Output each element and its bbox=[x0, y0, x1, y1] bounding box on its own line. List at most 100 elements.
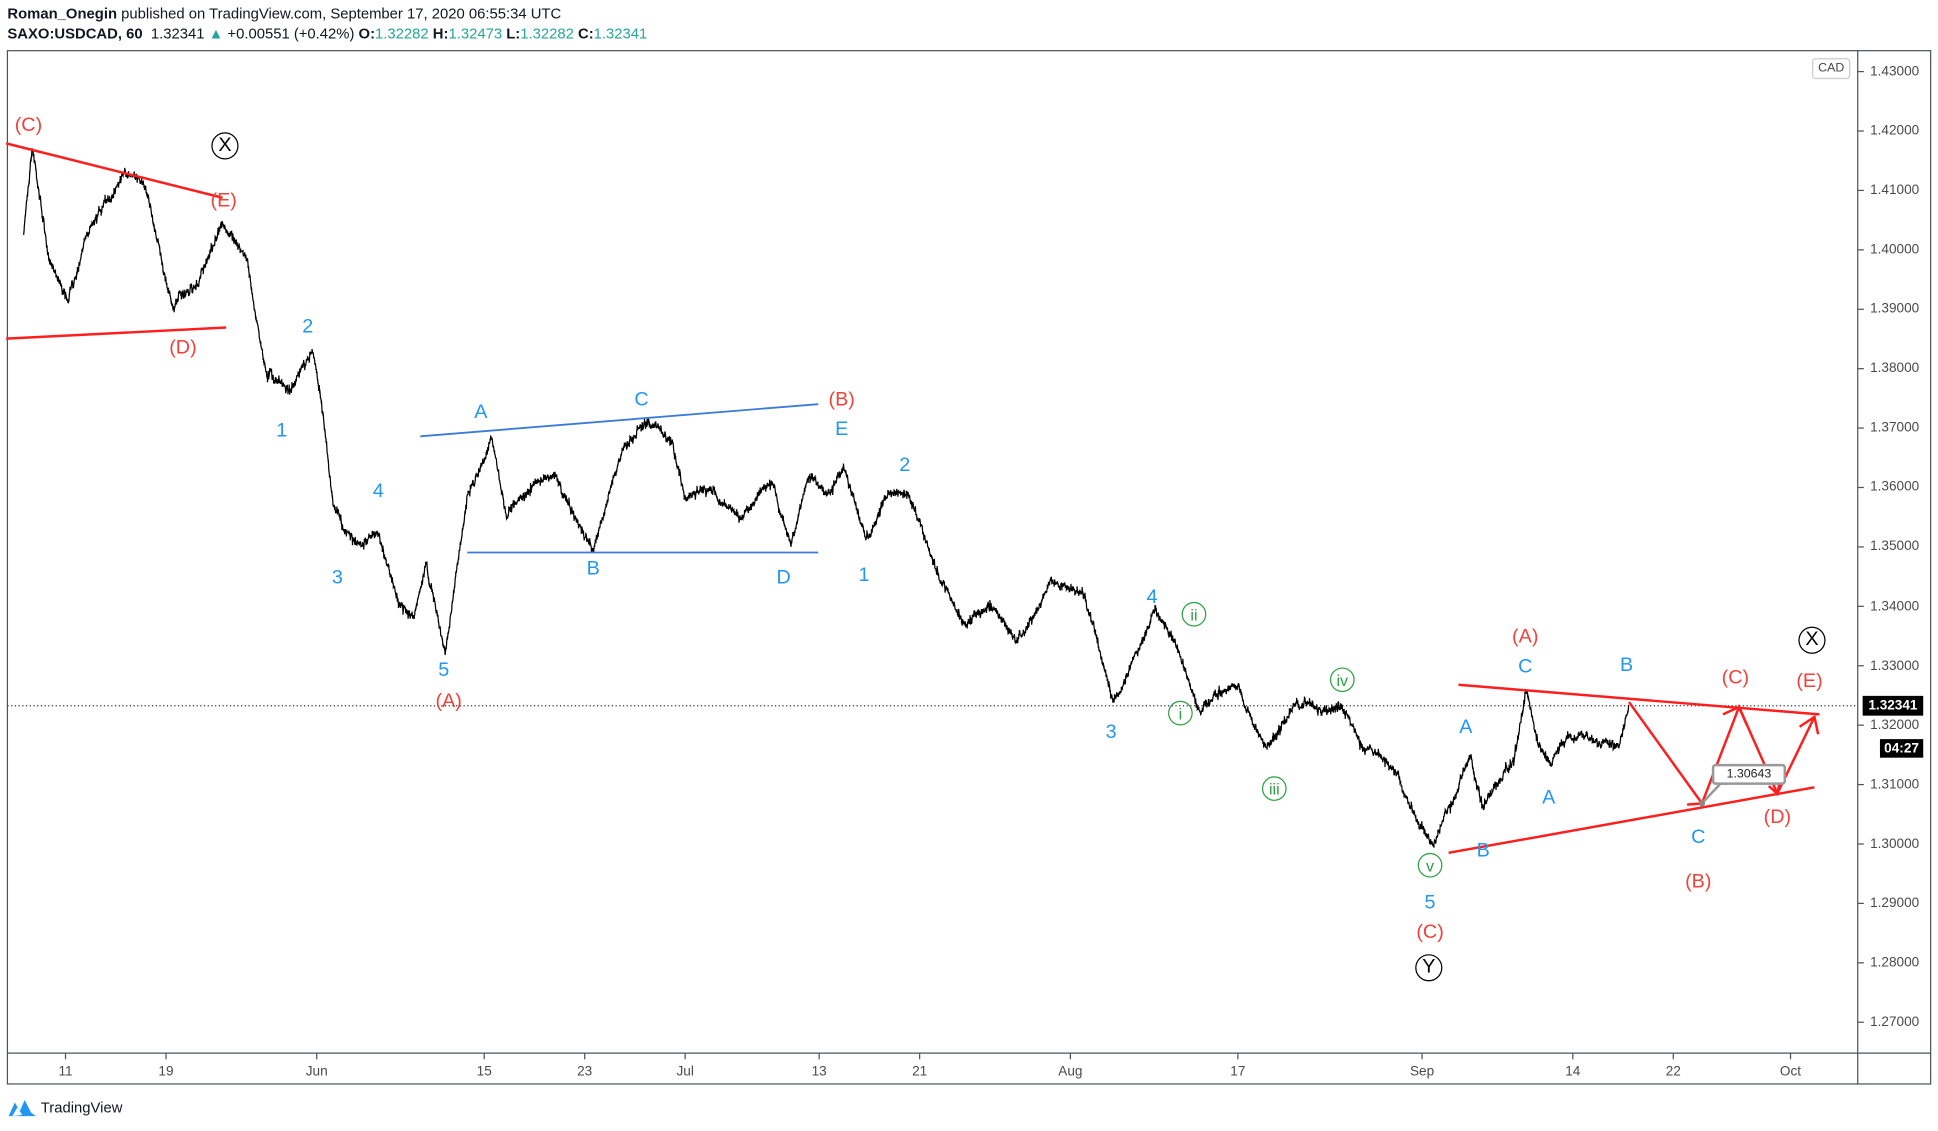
circled-wave-label[interactable]: X bbox=[211, 132, 239, 160]
wave-label[interactable]: 2 bbox=[899, 454, 911, 476]
x-tick-label: 21 bbox=[912, 1064, 928, 1080]
trendline-lower-right bbox=[1448, 786, 1815, 855]
x-tick-label: 23 bbox=[577, 1064, 593, 1080]
publish-info: Roman_Onegin published on TradingView.co… bbox=[7, 5, 561, 22]
price-callout[interactable]: 1.30643 bbox=[1711, 763, 1787, 785]
published-text: published on TradingView.com, September … bbox=[121, 4, 562, 23]
wave-label[interactable]: D bbox=[776, 567, 791, 589]
blue-trendlines bbox=[420, 403, 819, 554]
y-tick-label: 1.37000 bbox=[1870, 420, 1920, 436]
author[interactable]: Roman_Onegin bbox=[7, 4, 118, 23]
y-tick-label: 1.35000 bbox=[1870, 539, 1920, 555]
last-price: 1.32341 bbox=[150, 24, 205, 43]
circled-wave-label[interactable]: iii bbox=[1261, 776, 1287, 801]
price-series-line bbox=[23, 148, 1630, 849]
x-tick-label: 14 bbox=[1565, 1064, 1581, 1080]
circled-wave-label[interactable]: ii bbox=[1181, 601, 1207, 627]
wave-label[interactable]: 1 bbox=[858, 564, 870, 586]
trendline-upper-right bbox=[1458, 683, 1820, 716]
y-tick-label: 1.42000 bbox=[1870, 123, 1920, 139]
symbol-info: SAXO:USDCAD, 60 1.32341 ▲ +0.00551 (+0.4… bbox=[7, 25, 647, 42]
close-value: 1.32341 bbox=[593, 24, 648, 43]
wave-label[interactable]: A bbox=[474, 401, 488, 423]
wave-label[interactable]: A bbox=[1459, 716, 1473, 738]
red-trendlines bbox=[5, 142, 1820, 855]
high-value: 1.32473 bbox=[448, 24, 503, 43]
wave-label[interactable]: (D) bbox=[1763, 807, 1792, 829]
x-tick-label: 22 bbox=[1665, 1064, 1681, 1080]
x-tick-label: Jun bbox=[305, 1064, 328, 1080]
wave-label[interactable]: E bbox=[835, 419, 849, 441]
wave-label[interactable]: 3 bbox=[331, 567, 343, 589]
wave-label[interactable]: (E) bbox=[210, 190, 237, 212]
wave-label[interactable]: 5 bbox=[438, 660, 450, 682]
y-axis-ticks bbox=[1857, 70, 1864, 1023]
x-tick-label: Aug bbox=[1058, 1064, 1083, 1080]
wave-label[interactable]: C bbox=[1518, 656, 1533, 678]
wave-label[interactable]: B bbox=[1619, 655, 1634, 677]
wave-label[interactable]: 1 bbox=[276, 420, 288, 442]
x-tick-label: 19 bbox=[158, 1064, 174, 1080]
wave-label[interactable]: A bbox=[1542, 787, 1556, 809]
price-change: +0.00551 (+0.42%) bbox=[227, 24, 355, 43]
wave-label[interactable]: (C) bbox=[14, 114, 43, 136]
wave-label[interactable]: 3 bbox=[1105, 721, 1117, 743]
y-tick-label: 1.31000 bbox=[1870, 777, 1920, 792]
x-tick-label: Jul bbox=[676, 1064, 694, 1080]
wave-label[interactable]: (B) bbox=[1685, 871, 1712, 893]
wave-label[interactable]: (E) bbox=[1796, 671, 1823, 693]
wave-label[interactable]: C bbox=[634, 389, 649, 411]
wave-label[interactable]: (A) bbox=[435, 690, 462, 712]
trendline-blue-upper bbox=[420, 403, 819, 438]
high-label: H: bbox=[432, 24, 449, 43]
circled-wave-label[interactable]: X bbox=[1798, 626, 1826, 654]
wave-label[interactable]: 4 bbox=[1146, 587, 1158, 609]
up-arrow-icon: ▲ bbox=[208, 24, 224, 43]
wave-label[interactable]: (D) bbox=[169, 337, 197, 359]
wave-label[interactable]: (C) bbox=[1721, 667, 1750, 689]
trendline-lower-left bbox=[6, 326, 227, 340]
wave-label[interactable]: (C) bbox=[1416, 922, 1444, 944]
circled-wave-label[interactable]: v bbox=[1417, 852, 1443, 878]
open-label: O: bbox=[358, 24, 376, 43]
close-label: C: bbox=[578, 24, 594, 43]
y-tick-label: 1.30000 bbox=[1870, 836, 1920, 852]
low-label: L: bbox=[506, 24, 521, 43]
trendline-upper-left bbox=[5, 142, 223, 199]
y-tick-label: 1.43000 bbox=[1870, 64, 1920, 80]
y-tick-label: 1.29000 bbox=[1870, 895, 1920, 911]
wave-label[interactable]: 2 bbox=[302, 316, 314, 338]
wave-label[interactable]: (A) bbox=[1512, 626, 1539, 648]
wave-label[interactable]: B bbox=[1476, 840, 1490, 862]
wave-label[interactable]: (B) bbox=[828, 389, 855, 411]
chart-frame bbox=[6, 50, 1932, 1085]
circled-wave-label[interactable]: iv bbox=[1329, 667, 1355, 693]
callout-anchor bbox=[1698, 800, 1706, 807]
symbol[interactable]: SAXO:USDCAD, 60 bbox=[7, 24, 143, 43]
y-tick-label: 1.34000 bbox=[1870, 598, 1920, 614]
y-tick-label: 1.33000 bbox=[1870, 658, 1920, 674]
circled-wave-label[interactable]: i bbox=[1168, 700, 1193, 726]
x-tick-label: 11 bbox=[58, 1064, 73, 1080]
y-tick-label: 1.38000 bbox=[1870, 361, 1920, 377]
tradingview-logo[interactable]: TradingView bbox=[7, 1098, 122, 1118]
x-tick-label: 15 bbox=[476, 1064, 492, 1080]
x-tick-label: 13 bbox=[811, 1064, 827, 1080]
wave-label[interactable]: C bbox=[1691, 826, 1706, 848]
currency-badge[interactable]: CAD bbox=[1811, 58, 1851, 80]
circled-wave-label[interactable]: Y bbox=[1415, 954, 1443, 982]
bar-countdown: 04:27 bbox=[1879, 739, 1924, 758]
y-tick-label: 1.28000 bbox=[1870, 955, 1920, 971]
wave-label[interactable]: 5 bbox=[1424, 892, 1436, 914]
wave-label[interactable]: 4 bbox=[372, 480, 384, 502]
wave-label[interactable]: B bbox=[586, 558, 600, 580]
x-tick-label: 17 bbox=[1230, 1064, 1246, 1080]
y-tick-label: 1.32000 bbox=[1870, 717, 1920, 733]
arrowhead-icon bbox=[1722, 705, 1748, 725]
arrowhead-icon bbox=[1798, 714, 1820, 735]
tradingview-logo-icon bbox=[8, 1100, 36, 1117]
y-tick-label: 1.36000 bbox=[1870, 480, 1920, 495]
last-price-tag: 1.32341 bbox=[1862, 695, 1924, 716]
